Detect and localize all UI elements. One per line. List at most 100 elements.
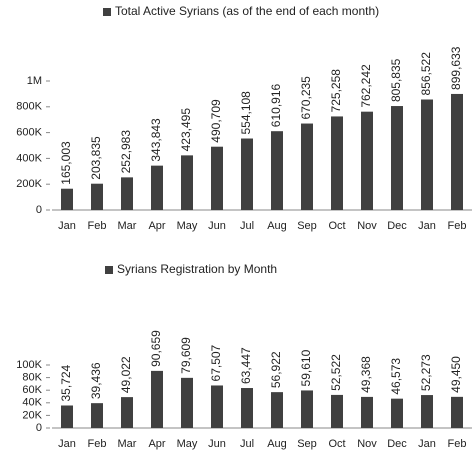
x-tick-label: Oct [328, 438, 345, 450]
x-tick-label: Feb [448, 438, 467, 450]
value-label: 79,609 [179, 337, 193, 374]
bar [61, 405, 73, 428]
x-tick-label: Jun [208, 438, 226, 450]
value-label: 899,633 [449, 46, 463, 90]
bar [241, 388, 253, 428]
bar [181, 377, 193, 428]
value-label: 56,922 [269, 351, 283, 388]
x-tick-label: Jul [240, 438, 254, 450]
bar [361, 111, 373, 210]
x-tick-label: Jan [418, 438, 436, 450]
x-tick-label: Feb [88, 220, 107, 232]
x-tick-label: May [177, 220, 198, 232]
y-tick-label: 60K [22, 384, 42, 396]
bar [271, 131, 283, 210]
value-label: 856,522 [419, 52, 433, 96]
value-label: 52,522 [329, 354, 343, 391]
x-tick-label: Sep [297, 438, 317, 450]
x-tick-label: Jun [208, 220, 226, 232]
value-label: 52,273 [419, 354, 433, 391]
bar [451, 396, 463, 428]
legend-swatch [105, 266, 113, 274]
bar [241, 138, 253, 210]
value-label: 63,447 [239, 347, 253, 384]
bar [301, 123, 313, 210]
y-tick-label: 800K [16, 101, 42, 113]
value-label: 725,258 [329, 69, 343, 113]
x-tick-label: Aug [267, 220, 287, 232]
value-label: 67,507 [209, 344, 223, 381]
bar [121, 177, 133, 210]
bar [121, 397, 133, 428]
value-label: 49,022 [119, 356, 133, 393]
value-label: 670,235 [299, 76, 313, 120]
bar [271, 392, 283, 428]
bar [421, 99, 433, 210]
value-label: 49,368 [359, 356, 373, 393]
value-label: 805,835 [389, 58, 403, 102]
y-tick-label: 0 [36, 422, 42, 434]
bar [91, 183, 103, 210]
y-tick-label: 0 [36, 204, 42, 216]
value-label: 610,916 [269, 83, 283, 127]
value-label: 39,436 [89, 362, 103, 399]
y-tick-label: 100K [16, 359, 42, 371]
value-label: 49,450 [449, 356, 463, 393]
x-tick-label: Jan [418, 220, 436, 232]
x-tick-label: Dec [387, 220, 407, 232]
y-tick-label: 200K [16, 178, 42, 190]
x-tick-label: Feb [88, 438, 107, 450]
bar [391, 398, 403, 428]
value-label: 90,659 [149, 330, 163, 367]
x-tick-label: Dec [387, 438, 407, 450]
bar [211, 146, 223, 210]
x-tick-label: Aug [267, 438, 287, 450]
x-tick-label: May [177, 438, 198, 450]
legend-swatch [103, 8, 111, 16]
legend-label: Syrians Registration by Month [117, 262, 277, 276]
y-tick-label: 40K [22, 397, 42, 409]
value-label: 59,610 [299, 349, 313, 386]
value-label: 252,983 [119, 130, 133, 174]
bar [181, 155, 193, 210]
x-tick-label: Nov [357, 438, 377, 450]
x-tick-label: Nov [357, 220, 377, 232]
bar [391, 106, 403, 210]
x-tick-label: Sep [297, 220, 317, 232]
bar [451, 93, 463, 210]
value-label: 165,003 [59, 141, 73, 185]
x-tick-label: Apr [148, 438, 165, 450]
bar [211, 385, 223, 428]
x-tick-label: Jul [240, 220, 254, 232]
value-label: 35,724 [59, 364, 73, 401]
y-tick-label: 400K [16, 152, 42, 164]
value-label: 46,573 [389, 358, 403, 395]
y-tick-label: 1M [27, 75, 42, 87]
bar [61, 188, 73, 210]
bar [331, 394, 343, 428]
y-tick-label: 20K [22, 409, 42, 421]
x-tick-label: Jan [58, 438, 76, 450]
bar [421, 395, 433, 428]
bar [331, 116, 343, 210]
x-tick-label: Mar [118, 438, 137, 450]
x-tick-label: Apr [148, 220, 165, 232]
value-label: 343,843 [149, 118, 163, 162]
bar [91, 403, 103, 428]
value-label: 554,108 [239, 91, 253, 135]
x-tick-label: Oct [328, 220, 345, 232]
bar [361, 396, 373, 428]
value-label: 490,709 [209, 99, 223, 143]
value-label: 762,242 [359, 64, 373, 108]
bar [151, 370, 163, 428]
x-tick-label: Mar [118, 220, 137, 232]
x-tick-label: Jan [58, 220, 76, 232]
value-label: 423,495 [179, 108, 193, 152]
bar [301, 390, 313, 428]
y-tick-label: 80K [22, 372, 42, 384]
x-tick-label: Feb [448, 220, 467, 232]
y-tick-label: 600K [16, 127, 42, 139]
legend-label: Total Active Syrians (as of the end of e… [115, 4, 379, 18]
value-label: 203,835 [89, 136, 103, 180]
